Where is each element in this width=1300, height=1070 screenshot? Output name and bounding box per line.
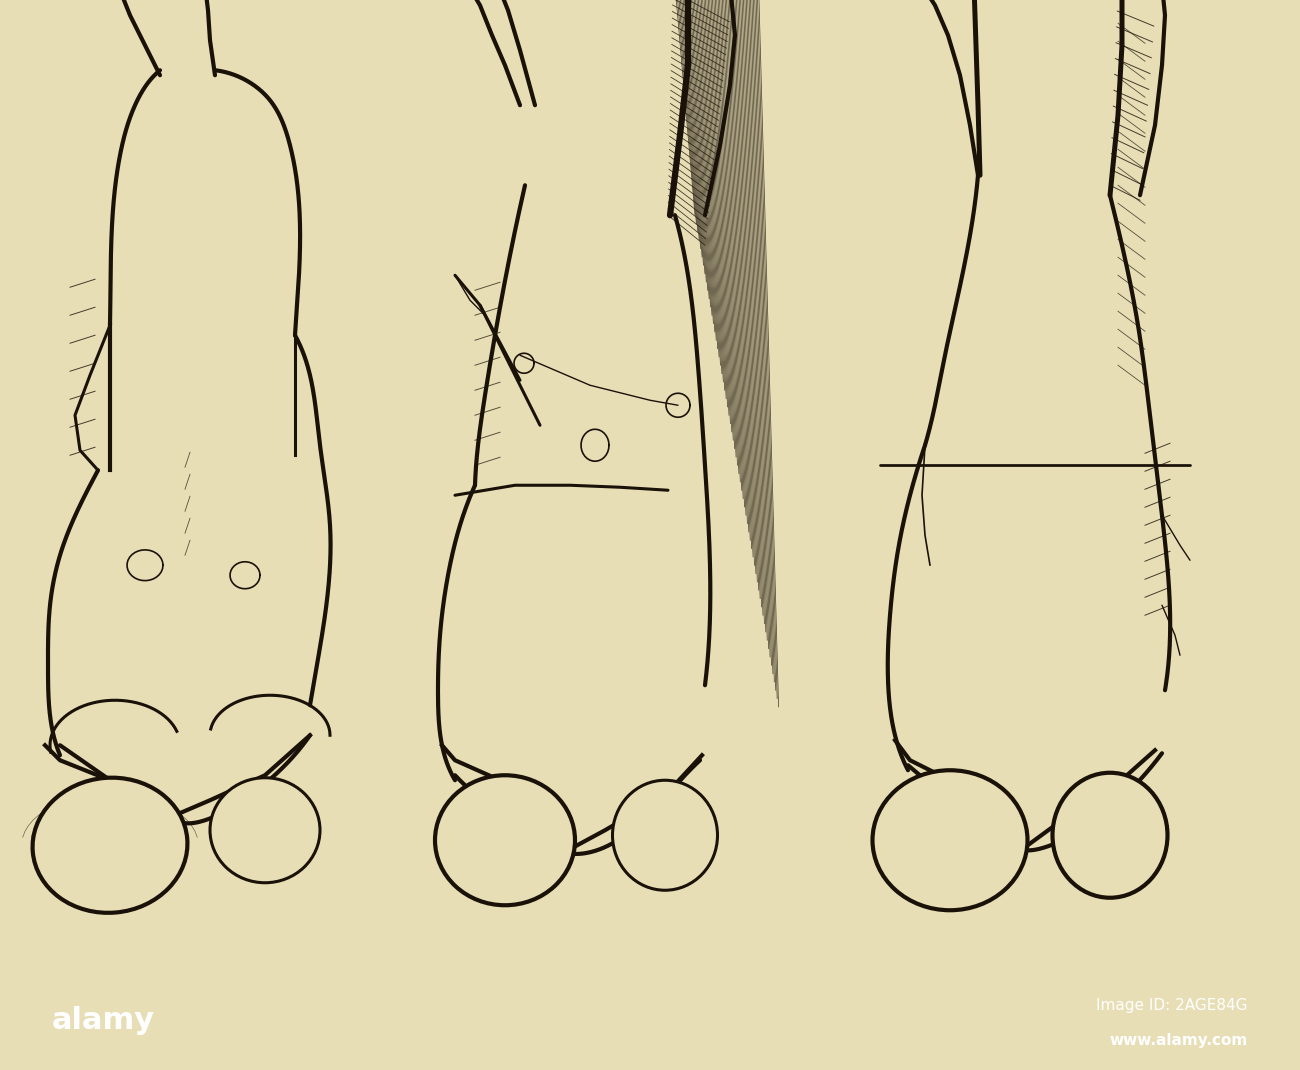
Text: alamy: alamy: [52, 1006, 155, 1035]
Text: www.alamy.com: www.alamy.com: [1110, 1033, 1248, 1048]
Ellipse shape: [211, 778, 320, 883]
Ellipse shape: [872, 770, 1027, 911]
Ellipse shape: [436, 776, 575, 905]
Ellipse shape: [32, 778, 187, 913]
Ellipse shape: [1053, 773, 1167, 898]
Ellipse shape: [612, 780, 718, 890]
Text: Image ID: 2AGE84G: Image ID: 2AGE84G: [1096, 998, 1248, 1013]
